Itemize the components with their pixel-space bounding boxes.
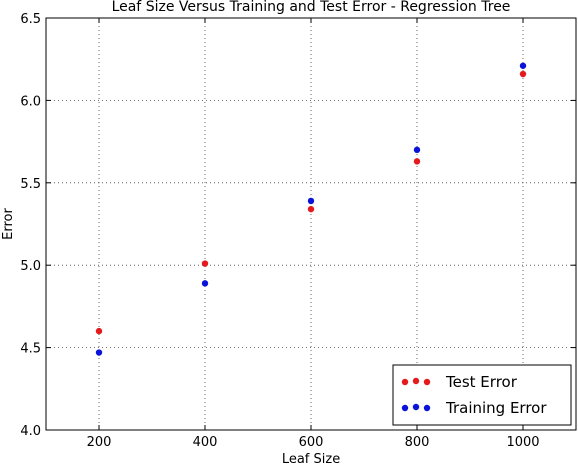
legend-dot-training-error bbox=[401, 404, 409, 412]
y-tick-label: 4.0 bbox=[20, 424, 41, 439]
point-test-error bbox=[519, 70, 527, 78]
point-test-error bbox=[201, 260, 209, 267]
legend-dot-training-error bbox=[423, 404, 431, 412]
legend-dot-test-error bbox=[401, 378, 409, 386]
y-tick-label: 6.5 bbox=[20, 12, 41, 27]
x-tick-label: 200 bbox=[87, 435, 112, 450]
legend-box bbox=[392, 364, 572, 426]
x-tick-label: 400 bbox=[193, 435, 218, 450]
x-axis: 200 400 600 800 1000 bbox=[87, 18, 540, 450]
point-training-error bbox=[95, 349, 103, 356]
x-axis-label: Leaf Size bbox=[282, 452, 340, 464]
legend-marker-test-error bbox=[401, 377, 431, 386]
y-tick-label: 5.0 bbox=[20, 259, 41, 274]
legend-dot-test-error bbox=[412, 377, 420, 385]
plot-frame bbox=[45, 17, 577, 431]
y-tick-label: 4.5 bbox=[20, 342, 41, 357]
point-training-error bbox=[307, 197, 315, 205]
y-tick-label: 5.5 bbox=[20, 177, 41, 192]
x-tick-label: 800 bbox=[405, 435, 430, 450]
legend-dot-training-error bbox=[412, 403, 420, 411]
data-points bbox=[95, 62, 527, 356]
legend-marker-training-error bbox=[401, 403, 431, 412]
point-test-error bbox=[95, 327, 103, 335]
point-training-error bbox=[201, 280, 209, 287]
legend-label-test-error: Test Error bbox=[445, 373, 518, 391]
point-test-error bbox=[413, 158, 421, 165]
y-axis-label: Error bbox=[1, 208, 16, 240]
y-axis: 4.0 4.5 5.0 5.5 6.0 6.5 bbox=[20, 12, 576, 439]
chart-title: Leaf Size Versus Training and Test Error… bbox=[112, 0, 511, 15]
x-tick-label: 1000 bbox=[506, 435, 539, 450]
point-training-error bbox=[413, 146, 421, 154]
point-training-error bbox=[519, 62, 527, 69]
y-tick-label: 6.0 bbox=[20, 94, 41, 109]
legend-dot-test-error bbox=[423, 378, 431, 386]
legend: Test Error Training Error bbox=[392, 364, 572, 426]
legend-label-training-error: Training Error bbox=[445, 399, 547, 417]
x-tick-label: 600 bbox=[299, 435, 324, 450]
point-test-error bbox=[307, 205, 315, 213]
